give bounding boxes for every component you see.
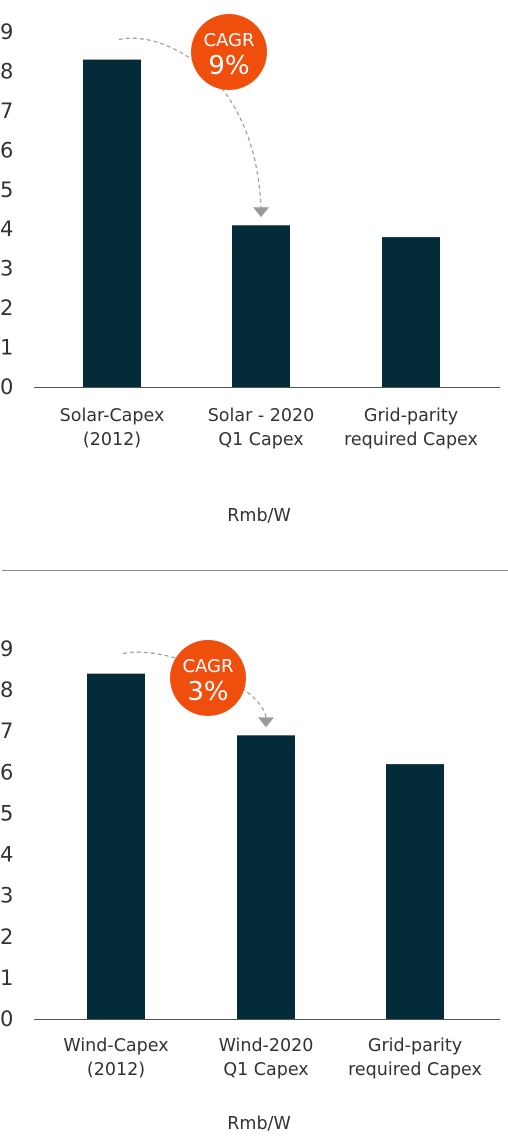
chart1-ytick-label: 0 bbox=[0, 375, 13, 399]
chart2-ytick-label: 2 bbox=[0, 925, 13, 949]
chart2-bar bbox=[237, 735, 295, 1019]
chart2-bar bbox=[87, 673, 145, 1019]
chart2-ytick-label: 3 bbox=[0, 884, 13, 908]
chart-divider bbox=[2, 570, 508, 571]
chart1-cagr-arrowhead bbox=[253, 207, 269, 218]
chart1-ytick-label: 1 bbox=[0, 336, 13, 360]
chart2-ytick-label: 0 bbox=[0, 1007, 13, 1031]
chart1-ytick-label: 3 bbox=[0, 257, 13, 281]
chart1-ytick-label: 9 bbox=[0, 20, 13, 44]
chart1-ytick-label: 6 bbox=[0, 138, 13, 162]
chart2-cagr-badge-value: 3% bbox=[187, 677, 228, 707]
chart2-cagr-badge-label: CAGR bbox=[182, 656, 233, 677]
chart1-category-label: Q1 Capex bbox=[218, 430, 303, 450]
chart1-bar bbox=[232, 225, 290, 387]
chart1-ytick-label: 2 bbox=[0, 296, 13, 320]
chart2-ytick-label: 5 bbox=[0, 801, 13, 825]
chart1-bar bbox=[382, 237, 440, 387]
chart1-ytick-label: 7 bbox=[0, 99, 13, 123]
chart2-category-label: Q1 Capex bbox=[223, 1060, 308, 1080]
chart2-ytick-label: 1 bbox=[0, 966, 13, 990]
chart2-cagr-badge bbox=[170, 640, 246, 716]
chart1-ytick-label: 8 bbox=[0, 59, 13, 83]
chart1-category-label: (2012) bbox=[83, 430, 141, 450]
solar-capex-chart: 0 1 2 3 4 5 6 7 8 9 Solar-Capex (2012) Solar - 2020 Q… bbox=[0, 14, 500, 526]
chart2-category-label: (2012) bbox=[87, 1060, 145, 1080]
chart1-category-label: Solar-Capex bbox=[60, 406, 165, 426]
chart2-category-label: Wind-2020 bbox=[219, 1036, 314, 1056]
chart1-bar bbox=[83, 59, 141, 387]
chart2-cagr-arrowhead bbox=[258, 717, 274, 728]
chart2-ytick-label: 7 bbox=[0, 719, 13, 743]
chart1-category-label: Grid-parity bbox=[364, 406, 458, 426]
chart2-bar bbox=[386, 764, 444, 1019]
chart1-cagr-badge bbox=[191, 14, 267, 90]
chart1-category-label: required Capex bbox=[344, 430, 478, 450]
wind-capex-chart: 0 1 2 3 4 5 6 7 8 9 Wind-Capex (2012) Wind-2020 Q1 Ca… bbox=[0, 637, 500, 1134]
chart1-cagr-badge-label: CAGR bbox=[203, 30, 254, 51]
chart2-ytick-label: 6 bbox=[0, 760, 13, 784]
chart2-category-label: required Capex bbox=[348, 1060, 482, 1080]
chart1-ytick-label: 5 bbox=[0, 178, 13, 202]
chart1-category-label: Solar - 2020 bbox=[208, 406, 315, 426]
chart2-ytick-label: 9 bbox=[0, 637, 13, 661]
chart2-ytick-label: 4 bbox=[0, 843, 13, 867]
chart1-ytick-label: 4 bbox=[0, 217, 13, 241]
chart1-cagr-badge-value: 9% bbox=[208, 51, 249, 81]
chart2-unit-label: Rmb/W bbox=[227, 1114, 291, 1134]
chart1-unit-label: Rmb/W bbox=[227, 506, 291, 526]
chart2-category-label: Wind-Capex bbox=[63, 1036, 168, 1056]
chart2-ytick-label: 8 bbox=[0, 678, 13, 702]
chart2-category-label: Grid-parity bbox=[368, 1036, 462, 1056]
